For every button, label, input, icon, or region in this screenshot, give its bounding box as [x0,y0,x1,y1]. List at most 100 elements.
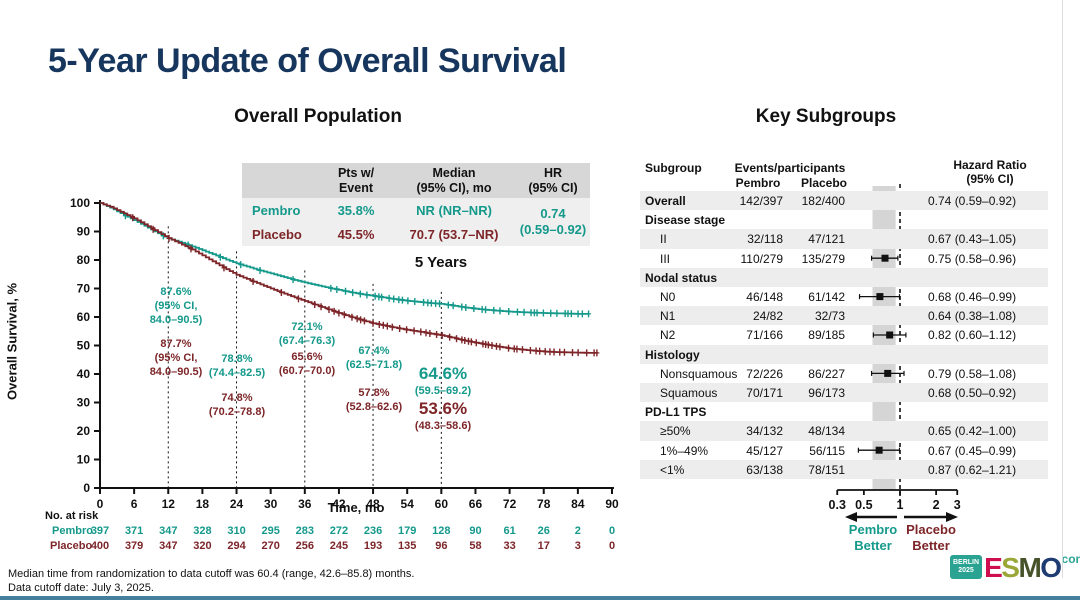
x-axis-label: Time, mo [327,500,385,515]
risk-count: 61 [503,525,516,537]
forest-row-label: Nodal status [645,270,718,285]
survival-annotation: 78.8% (74.4–82.5) [208,353,266,380]
svg-text:1: 1 [897,498,904,512]
forest-pembro-count: 63/138 [746,462,783,477]
risk-count: 3 [574,540,581,552]
placebo-pts-event: 45.5% [337,226,375,242]
svg-text:2: 2 [933,498,940,512]
y-axis-label: Overall Survival, % [4,282,20,401]
risk-count: 135 [398,540,417,552]
forest-placebo-count: 96/173 [808,386,845,400]
forest-placebo-count: 48/134 [808,424,845,439]
risk-count: 256 [295,540,314,552]
badge-city: BERLIN [953,559,980,566]
km-summary-table: Pts w/ Event Median (95% CI), mo HR (95%… [242,163,590,246]
forest-placebo-count: 135/279 [801,251,845,266]
forest-hr-text: 0.67 (0.43–1.05) [928,232,1017,247]
svg-text:66: 66 [469,497,483,511]
svg-text:80: 80 [77,253,91,267]
risk-count: 270 [261,540,280,552]
forest-placebo-count: 56/115 [809,443,845,458]
forest-row-label: N0 [660,290,676,304]
km-summary-body: Pembro 35.8% NR (NR–NR) Placebo 45.5% 70… [242,198,590,246]
esmo-letter: S [1001,552,1020,584]
risk-count: 0 [608,525,616,537]
svg-text:60: 60 [77,310,91,324]
survival-annotation: 67.4% (62.5–71.8) [345,345,403,372]
km-summary-header-row: Pts w/ Event Median (95% CI), mo HR (95%… [242,163,590,198]
hr-value-cell: 0.74 (0.59–0.92) [516,198,590,246]
forest-hr-text: 0.68 (0.46–0.99) [928,290,1017,304]
svg-text:90: 90 [77,225,91,239]
svg-text:10: 10 [77,453,91,467]
slide-bottom-strip [0,596,1080,600]
forest-row-label: N1 [660,309,676,324]
placebo-better-line2: Better [912,537,950,553]
esmo-letter: M [1018,552,1041,584]
risk-count: 17 [537,540,550,552]
esmo-letter: O [1040,552,1062,584]
risk-count: 397 [90,525,110,537]
forest-hr-text: 0.82 (0.60–1.12) [928,328,1017,343]
risk-row-label-placebo: Placebo [50,540,93,552]
forest-pembro-count: 24/82 [752,309,783,324]
esmo-letter: E [984,552,1003,584]
svg-text:90: 90 [605,497,619,511]
footer-data-cutoff: Data cutoff date: July 3, 2025. [8,582,154,594]
risk-count: 328 [193,525,212,537]
risk-count: 272 [329,525,349,537]
forest-placebo-count: 32/73 [814,309,845,324]
forest-pembro-count: 45/127 [746,443,783,458]
svg-text:60: 60 [435,497,449,511]
risk-count: 2 [574,525,581,537]
svg-text:0: 0 [97,497,104,511]
forest-row-label: PD-L1 TPS [645,405,707,420]
risk-count: 295 [261,525,280,537]
forest-hr-text: 0.68 (0.50–0.92) [928,386,1017,400]
forest-col-hr-ci: (95% CI) [966,172,1014,186]
forest-placebo-count: 61/142 [808,290,845,304]
survival-annotation: 74.8% (70.2–78.8) [208,392,266,419]
col-pts-with-event: Pts w/ Event [337,166,375,195]
slide-right-border [1062,0,1063,578]
svg-text:6: 6 [131,497,138,511]
forest-row-shade [640,191,1048,211]
risk-count: 245 [329,540,349,552]
svg-text:0.5: 0.5 [855,498,872,512]
col-hr: HR (95% CI) [528,166,578,195]
forest-hr-text: 0.74 (0.59–0.92) [928,194,1017,208]
placebo-better-label: Placebo Better [881,522,981,553]
forest-col-placebo: Placebo [800,176,848,190]
survival-annotation: 64.6% (59.5–69.2) [414,364,472,397]
forest-placebo-count: 78/151 [808,462,845,477]
svg-text:18: 18 [196,497,210,511]
risk-count: 371 [124,525,144,537]
no-at-risk-label: No. at risk [45,510,99,522]
pembro-pts-event: 35.8% [337,202,375,218]
svg-text:100: 100 [70,196,90,210]
svg-text:20: 20 [77,424,91,438]
hr-value: 0.74 [540,206,566,222]
svg-text:50: 50 [77,339,91,353]
forest-pembro-count: 46/148 [746,290,783,304]
forest-col-hazard-ratio: Hazard Ratio [953,158,1027,172]
svg-text:24: 24 [230,497,244,511]
survival-annotation: 53.6% (48.3–58.6) [414,399,472,432]
forest-hr-text: 0.75 (0.58–0.96) [928,251,1017,266]
pembro-better-line1: Pembro [848,522,898,537]
badge-year: 2025 [958,567,974,575]
forest-row-label: Overall [645,194,686,208]
forest-pembro-count: 110/279 [740,251,784,266]
risk-count: 400 [90,540,110,552]
forest-placebo-count: 89/185 [808,328,845,343]
risk-row-label-pembro: Pembro [52,525,93,537]
risk-count: 283 [295,525,314,537]
svg-text:78: 78 [537,497,551,511]
risk-count: 26 [537,525,550,537]
forest-row-shade [640,383,1048,403]
forest-row-label: <1% [660,462,685,477]
forest-row-shade [640,229,1048,249]
svg-text:12: 12 [162,497,176,511]
pembro-better-line2: Better [854,537,892,553]
